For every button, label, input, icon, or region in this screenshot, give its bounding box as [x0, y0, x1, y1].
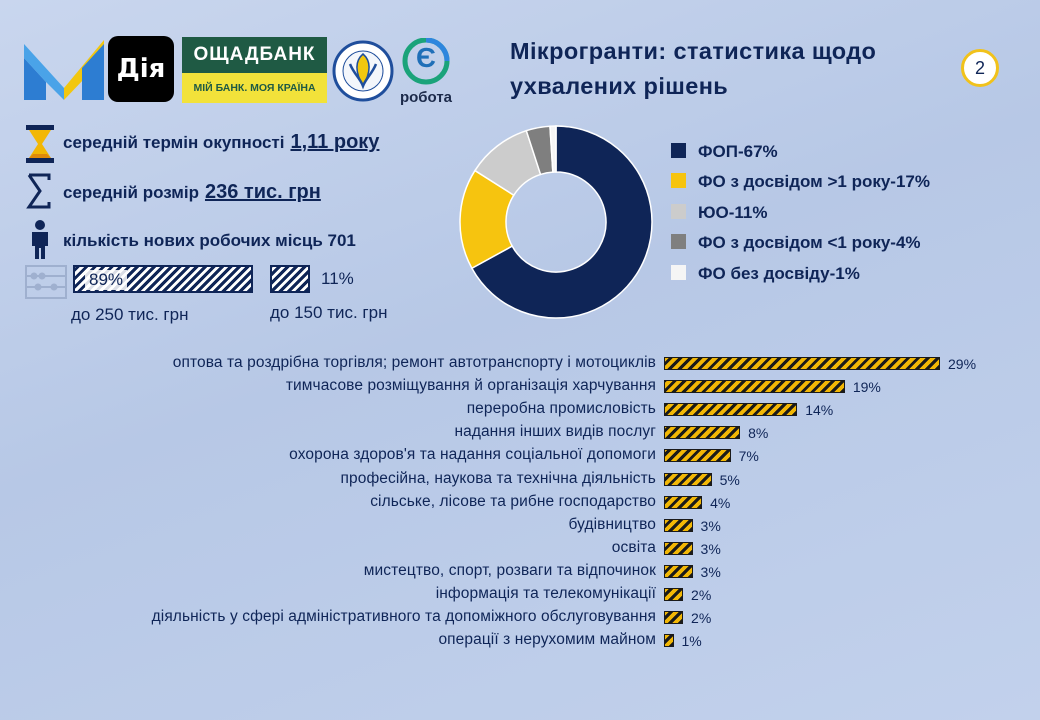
- share-250-pct: 89%: [85, 270, 128, 290]
- legend-label: ФОП-67%: [698, 142, 778, 161]
- oschadbank-slogan: МІЙ БАНК. МОЯ КРАЇНА: [182, 73, 327, 103]
- share-250-caption: до 250 тис. грн: [71, 305, 189, 324]
- sigma-icon: [26, 173, 51, 209]
- sector-bar: [664, 541, 693, 555]
- sector-label: тимчасове розміщування й організація хар…: [285, 377, 656, 395]
- diia-logo: Дія: [108, 36, 174, 102]
- legend-item-fo-no-experience: ФО без досвіду-1%: [671, 264, 860, 284]
- sector-value-label: 4%: [710, 494, 731, 511]
- share-150-caption: до 150 тис. грн: [270, 303, 388, 322]
- sector-value-label: 29%: [948, 356, 977, 372]
- legend-swatch: [671, 173, 686, 188]
- sector-bar: [664, 634, 674, 648]
- sector-bar: [664, 380, 845, 394]
- legend-swatch: [671, 234, 686, 249]
- legend-label: ЮО-11%: [698, 203, 768, 222]
- sector-value-label: 2%: [691, 610, 712, 627]
- sector-value-label: 3%: [700, 563, 721, 580]
- sector-value-label: 5%: [719, 471, 740, 488]
- sector-bar: [664, 564, 693, 578]
- robota-mark-icon: [402, 38, 450, 85]
- robota-mark-letter: Є: [416, 42, 436, 73]
- sector-bar: [664, 403, 798, 417]
- applicant-type-donut-chart: [459, 125, 653, 319]
- legend-swatch: [671, 204, 686, 219]
- legend-item-fo-under-1-year: ФО з досвідом <1 року-4%: [671, 233, 921, 253]
- robota-text: робота: [399, 89, 453, 106]
- sector-bar: [664, 357, 940, 370]
- minekonomiky-logo: [24, 40, 104, 100]
- sector-label: професійна, наукова та технічна діяльніс…: [340, 469, 656, 487]
- sector-value-label: 3%: [700, 540, 721, 557]
- share-150-pct: 11%: [321, 269, 354, 288]
- sector-label: охорона здоров'я та надання соціальної д…: [289, 446, 656, 464]
- person-icon: [32, 220, 48, 259]
- oschadbank-name: ОЩАДБАНК: [182, 37, 327, 73]
- title-line-2: ухвалених рішень: [510, 73, 729, 99]
- title-line-1: Мікрогранти: статистика щодо: [510, 38, 877, 64]
- legend-label: ФО без досвіду-1%: [698, 264, 860, 283]
- legend-label: ФО з досвідом <1 року-4%: [698, 233, 921, 252]
- payback-label: середній термін окупності: [63, 133, 285, 152]
- page-title: Мікрогранти: статистика щодо ухвалених р…: [510, 34, 930, 104]
- abacus-icon: [25, 265, 67, 299]
- sector-bar: [664, 588, 684, 601]
- sector-value-label: 14%: [805, 402, 834, 419]
- sector-bar: [664, 518, 693, 532]
- payback-value: 1,11 року: [290, 131, 380, 153]
- sector-bar: [664, 495, 703, 509]
- sector-bar: [664, 449, 731, 463]
- avg-size-value: 236 тис. грн: [204, 181, 321, 203]
- sector-value-label: 19%: [852, 379, 881, 396]
- sector-value-label: 7%: [738, 448, 759, 465]
- sector-label: надання інших видів послуг: [454, 423, 656, 441]
- sector-label: операції з нерухомим майном: [438, 631, 656, 649]
- donut-slice-0: [470, 125, 653, 319]
- avg-size-label: середній розмір: [63, 183, 199, 202]
- sector-label: сільське, лісове та рибне господарство: [370, 492, 656, 510]
- sector-label: будівництво: [568, 515, 656, 533]
- sector-bar: [664, 611, 684, 625]
- legend-item-yuo: ЮО-11%: [671, 203, 768, 223]
- sector-label: мистецтво, спорт, розваги та відпочинок: [363, 561, 656, 579]
- avg-size-stat: середній розмір 236 тис. грн: [63, 181, 321, 204]
- robota-logo: Є робота: [395, 38, 457, 106]
- legend-swatch: [671, 265, 686, 280]
- donut-slice-4: [549, 125, 557, 173]
- share-150-bar: [270, 265, 310, 293]
- legend-item-fop: ФОП-67%: [671, 142, 778, 162]
- legend-label: ФО з досвідом >1 року-17%: [698, 172, 930, 191]
- sector-label: діяльність у сфері адміністративного та …: [151, 608, 656, 626]
- share-250-bar: 89%: [73, 265, 253, 293]
- sector-label: інформація та телекомунікації: [435, 585, 656, 602]
- jobs-stat: кількість нових робочих місць 701: [63, 231, 356, 250]
- hourglass-icon: [26, 125, 54, 163]
- legend-item-fo-over-1-year: ФО з досвідом >1 року-17%: [671, 172, 930, 192]
- sector-value-label: 3%: [700, 517, 721, 534]
- sector-label: оптова та роздрібна торгівля; ремонт авт…: [172, 354, 656, 371]
- oschadbank-logo: ОЩАДБАНК МІЙ БАНК. МОЯ КРАЇНА: [182, 37, 327, 103]
- sector-value-label: 2%: [691, 587, 712, 603]
- sector-value-label: 1%: [681, 633, 702, 650]
- sector-value-label: 8%: [748, 425, 769, 442]
- sector-bar: [664, 426, 741, 440]
- sector-label: освіта: [611, 538, 656, 556]
- legend-swatch: [671, 143, 686, 158]
- employment-service-seal: [332, 40, 394, 102]
- page-number-badge: 2: [961, 49, 999, 87]
- payback-stat: середній термін окупності 1,11 року: [63, 131, 379, 154]
- sector-label: переробна промисловість: [466, 400, 656, 418]
- sector-bar: [664, 472, 712, 486]
